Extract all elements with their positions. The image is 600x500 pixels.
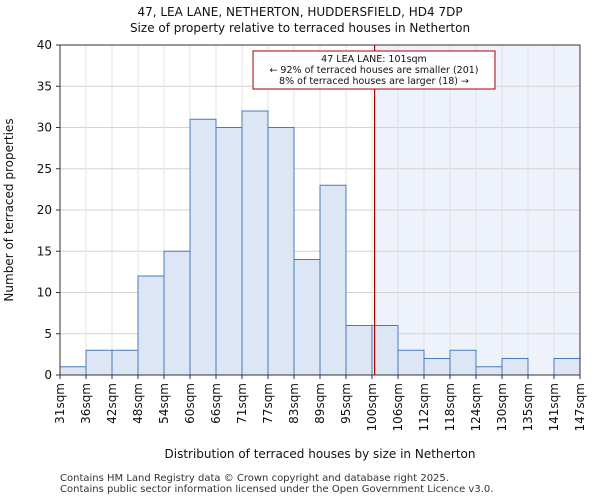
y-axis-label: Number of terraced properties <box>2 118 16 301</box>
x-tick-label: 89sqm <box>313 383 327 424</box>
annotation-smaller: ← 92% of terraced houses are smaller (20… <box>269 65 478 76</box>
x-tick-label: 60sqm <box>183 383 197 424</box>
histogram-chart: 47, LEA LANE, NETHERTON, HUDDERSFIELD, H… <box>2 5 587 461</box>
histogram-bar <box>345 325 373 376</box>
x-tick-label: 112sqm <box>417 383 431 431</box>
histogram-bar <box>293 259 321 376</box>
y-tick-label: 20 <box>37 203 52 217</box>
y-tick-label: 35 <box>37 79 52 93</box>
x-tick-label: 31sqm <box>53 383 67 424</box>
x-tick-label: 83sqm <box>287 383 301 424</box>
histogram-bar <box>241 110 269 376</box>
histogram-bar <box>111 349 139 376</box>
histogram-bar <box>553 358 581 376</box>
y-tick-label: 0 <box>44 368 52 382</box>
x-tick-label: 66sqm <box>209 383 223 424</box>
histogram-bar <box>215 127 243 376</box>
x-tick-label: 71sqm <box>235 383 249 424</box>
plot-frame <box>59 44 581 376</box>
y-tick-label: 30 <box>37 121 52 135</box>
histogram-bar <box>59 366 87 376</box>
histogram-bar <box>319 184 347 376</box>
x-tick-label: 48sqm <box>131 383 145 424</box>
plot-area: 0 5 10 15 20 25 30 35 40 31sqm 36sqm 42sqm 48sqm 54sq… <box>37 38 587 431</box>
x-tick-label: 130sqm <box>495 383 509 431</box>
x-axis-label: Distribution of terraced houses by size … <box>165 447 476 461</box>
y-tick-label: 5 <box>44 327 52 341</box>
x-tick-label: 42sqm <box>105 383 119 424</box>
chart-subtitle: Size of property relative to terraced ho… <box>130 21 470 35</box>
footer-copyright: Contains HM Land Registry data © Crown c… <box>60 473 449 484</box>
x-tick-label: 54sqm <box>157 383 171 424</box>
histogram-bar <box>423 358 451 376</box>
annotation-box <box>252 50 496 90</box>
y-tick-label: 10 <box>37 286 52 300</box>
y-tick-label: 15 <box>37 244 52 258</box>
annotation-title: 47 LEA LANE: 101sqm <box>321 54 427 65</box>
footer-licence: Contains public sector information licen… <box>60 484 494 495</box>
x-tick-label: 141sqm <box>547 383 561 431</box>
x-tick-label: 147sqm <box>573 383 587 431</box>
histogram-bar <box>189 118 217 376</box>
histogram-bar <box>475 366 503 376</box>
histogram-bar <box>137 275 165 376</box>
histogram-bar <box>449 349 477 376</box>
x-tick-label: 106sqm <box>391 383 405 431</box>
histogram-bar <box>85 349 113 376</box>
x-tick-label: 95sqm <box>339 383 353 424</box>
y-tick-label: 25 <box>37 162 52 176</box>
x-tick-label: 124sqm <box>469 383 483 431</box>
histogram-bar <box>163 250 191 376</box>
x-tick-label: 135sqm <box>521 383 535 431</box>
chart-title: 47, LEA LANE, NETHERTON, HUDDERSFIELD, H… <box>137 5 462 19</box>
histogram-bar <box>371 325 399 376</box>
histogram-bar <box>501 358 529 376</box>
annotation-larger: 8% of terraced houses are larger (18) → <box>279 76 469 87</box>
histogram-bar <box>397 349 425 376</box>
x-tick-label: 36sqm <box>79 383 93 424</box>
x-tick-label: 77sqm <box>261 383 275 424</box>
x-tick-label: 118sqm <box>443 383 457 431</box>
histogram-bar <box>267 127 295 376</box>
x-tick-label: 100sqm <box>365 383 379 431</box>
y-tick-label: 40 <box>37 38 52 52</box>
